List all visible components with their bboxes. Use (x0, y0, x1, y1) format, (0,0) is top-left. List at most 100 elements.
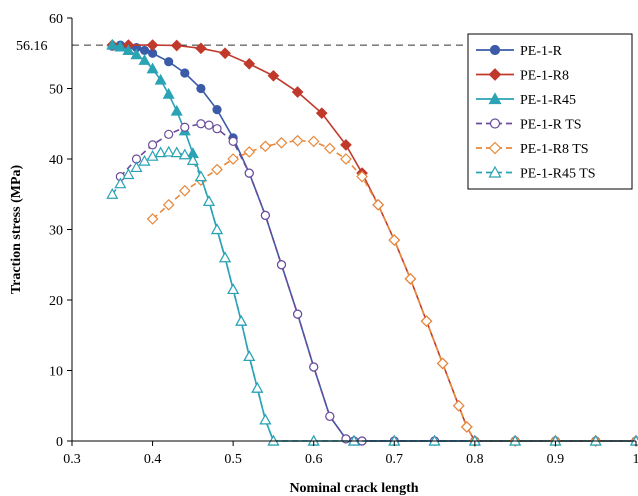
data-point (164, 129, 174, 139)
data-point (436, 357, 449, 370)
legend-box (467, 33, 633, 190)
data-point (106, 188, 119, 199)
data-point (340, 139, 352, 151)
x-tick-label: 0.9 (547, 452, 565, 467)
legend-item: PE-1-R8 TS (476, 141, 589, 157)
x-tick-label: 0.7 (386, 452, 404, 467)
data-point (146, 39, 159, 51)
data-point (267, 69, 280, 82)
x-tick-label: 1 (633, 452, 638, 467)
data-point (404, 273, 417, 285)
data-point (307, 135, 320, 148)
data-point (460, 421, 473, 433)
data-point (291, 134, 304, 147)
y-axis-title: Traction stress (MPa) (9, 164, 24, 294)
data-point (212, 124, 222, 134)
data-point (228, 136, 238, 146)
data-point (180, 68, 190, 78)
legend-item: PE-1-R TS (476, 118, 582, 133)
data-point (243, 57, 256, 70)
data-point (114, 40, 127, 52)
data-point (356, 170, 368, 183)
data-point (235, 314, 248, 326)
data-point (388, 234, 401, 246)
data-point (212, 105, 222, 115)
legend-label: PE-1-R8 (520, 69, 569, 84)
data-point (219, 251, 232, 263)
data-point (146, 149, 159, 161)
data-point (147, 140, 158, 150)
data-point (162, 198, 175, 211)
legend-label: PE-1-R45 TS (520, 167, 596, 182)
data-point (204, 120, 214, 130)
data-point (178, 148, 191, 160)
data-point (130, 161, 143, 173)
x-tick-label: 0.5 (224, 452, 242, 467)
x-tick-label: 0.6 (305, 452, 323, 467)
data-point (162, 87, 175, 99)
y-tick-label: 60 (49, 12, 63, 27)
data-point (452, 399, 465, 412)
data-point (162, 145, 175, 157)
data-point (323, 142, 336, 155)
legend-marker (488, 68, 502, 81)
data-point (130, 48, 143, 60)
data-point (178, 184, 191, 197)
y-tick-label: 20 (49, 294, 63, 309)
data-point (170, 39, 183, 52)
legend-label: PE-1-R (520, 44, 563, 59)
data-point (260, 210, 270, 220)
data-point (186, 154, 199, 166)
data-point (196, 83, 206, 94)
data-point (244, 168, 254, 178)
legend-item: PE-1-R45 TS (476, 165, 596, 182)
data-point (139, 45, 150, 56)
data-point (309, 362, 319, 372)
x-tick-label: 0.4 (144, 452, 162, 467)
data-point (227, 153, 239, 165)
data-point (251, 381, 264, 393)
data-point (196, 119, 206, 129)
legend-marker (488, 92, 502, 105)
x-axis-title: Nominal crack length (289, 481, 418, 496)
data-point (180, 122, 190, 132)
legend-marker (489, 44, 501, 56)
data-point (420, 315, 433, 327)
data-point (114, 177, 127, 189)
data-point (170, 146, 183, 158)
data-point (106, 38, 119, 50)
legend-label: PE-1-R TS (520, 118, 582, 133)
data-point (146, 62, 159, 74)
legend-marker (488, 165, 502, 178)
data-point (291, 86, 304, 98)
data-point (164, 57, 174, 67)
data-point (325, 411, 335, 421)
data-point (259, 140, 272, 153)
data-point (154, 73, 167, 85)
y-tick-label: 40 (49, 153, 63, 168)
y-tick-label: 30 (49, 224, 63, 239)
x-tick-label: 0.3 (63, 452, 81, 467)
data-point (340, 153, 352, 165)
x-tick-label: 0.8 (466, 452, 484, 467)
y-tick-label: 10 (49, 365, 63, 380)
legend-marker (488, 141, 502, 155)
legend-item: PE-1-R45 (476, 92, 576, 108)
data-point (243, 146, 256, 158)
data-point (170, 104, 183, 116)
legend-label: PE-1-R45 (520, 93, 576, 108)
data-point (372, 198, 385, 211)
reference-line-label: 56.16 (16, 39, 48, 54)
data-point (146, 213, 159, 225)
data-point (219, 47, 231, 60)
legend-marker (489, 118, 501, 129)
data-point (227, 283, 240, 295)
legend-item: PE-1-R8 (476, 68, 569, 84)
data-point (243, 350, 256, 361)
data-point (195, 42, 207, 55)
data-point (194, 170, 207, 182)
legend-label: PE-1-R8 TS (520, 142, 589, 157)
legend: PE-1-R PE-1-R8 PE-1-R45 PE-1-R TS PE-1-R8 TS… (467, 33, 633, 190)
